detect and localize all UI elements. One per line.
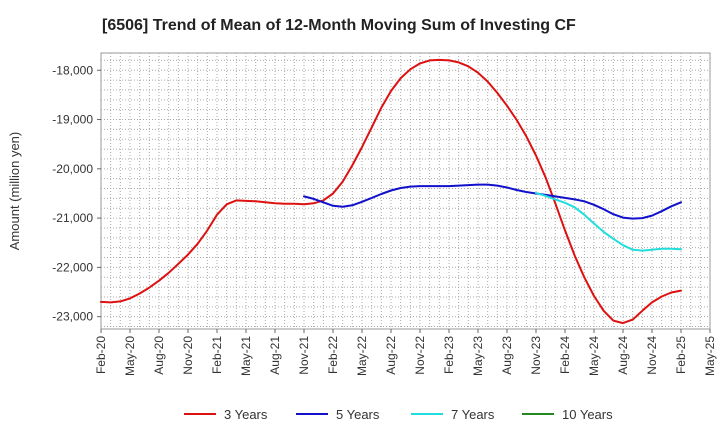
legend-label: 3 Years xyxy=(224,407,268,422)
x-tick-label: May-25 xyxy=(703,336,717,376)
y-tick-label: -18,000 xyxy=(52,63,93,77)
x-tick-label: May-22 xyxy=(355,336,369,376)
legend-label: 7 Years xyxy=(451,407,495,422)
legend-label: 5 Years xyxy=(336,407,380,422)
series-layer xyxy=(100,58,682,325)
legend-label: 10 Years xyxy=(562,407,613,422)
x-tick-label: Feb-25 xyxy=(674,336,688,374)
x-tick-label: Feb-24 xyxy=(558,336,572,374)
x-tick-label: Nov-22 xyxy=(413,336,427,375)
y-tick-label: -22,000 xyxy=(52,260,93,274)
y-tick-label: -19,000 xyxy=(52,113,93,127)
x-tick-label: Nov-24 xyxy=(645,336,659,375)
horizontal-gridlines xyxy=(101,59,710,328)
x-tick-label: Aug-24 xyxy=(616,336,630,375)
x-tick-label: Aug-22 xyxy=(384,336,398,375)
chart-title: [6506] Trend of Mean of 12-Month Moving … xyxy=(102,17,576,34)
x-tick-label: Feb-20 xyxy=(94,336,108,374)
x-tick-label: Feb-23 xyxy=(442,336,456,374)
x-tick-label: Nov-21 xyxy=(297,336,311,375)
series-line-3-years xyxy=(100,58,682,325)
x-tick-label: May-21 xyxy=(239,336,253,376)
x-tick-label: May-23 xyxy=(471,336,485,376)
x-tick-label: Feb-21 xyxy=(210,336,224,374)
x-tick-label: Nov-23 xyxy=(529,336,543,375)
x-tick-label: Aug-21 xyxy=(268,336,282,375)
x-tick-label: Aug-23 xyxy=(500,336,514,375)
x-tick-label: May-24 xyxy=(587,336,601,376)
x-tick-label: May-20 xyxy=(123,336,137,376)
y-tick-label: -23,000 xyxy=(52,310,93,324)
plot-area xyxy=(100,52,711,330)
x-axis-ticks: Feb-20 May-20 Aug-20 Nov-20 Feb-21 May-21 Aug-… xyxy=(94,329,717,376)
y-tick-label: -20,000 xyxy=(52,162,93,176)
y-axis-ticks: -18,000 -19,000 -20,000 -21,000 -22,000 -23,0… xyxy=(52,63,101,324)
y-tick-label: -21,000 xyxy=(52,211,93,225)
series-line-7-years xyxy=(535,192,682,252)
x-tick-label: Aug-20 xyxy=(152,336,166,375)
x-tick-label: Feb-22 xyxy=(326,336,340,374)
vertical-gridlines xyxy=(110,53,701,329)
x-tick-label: Nov-20 xyxy=(181,336,195,375)
y-axis-label: Amount (million yen) xyxy=(7,132,22,251)
series-line-5-years xyxy=(303,183,682,220)
legend: 3 Years 5 Years 7 Years 10 Years xyxy=(184,407,613,422)
